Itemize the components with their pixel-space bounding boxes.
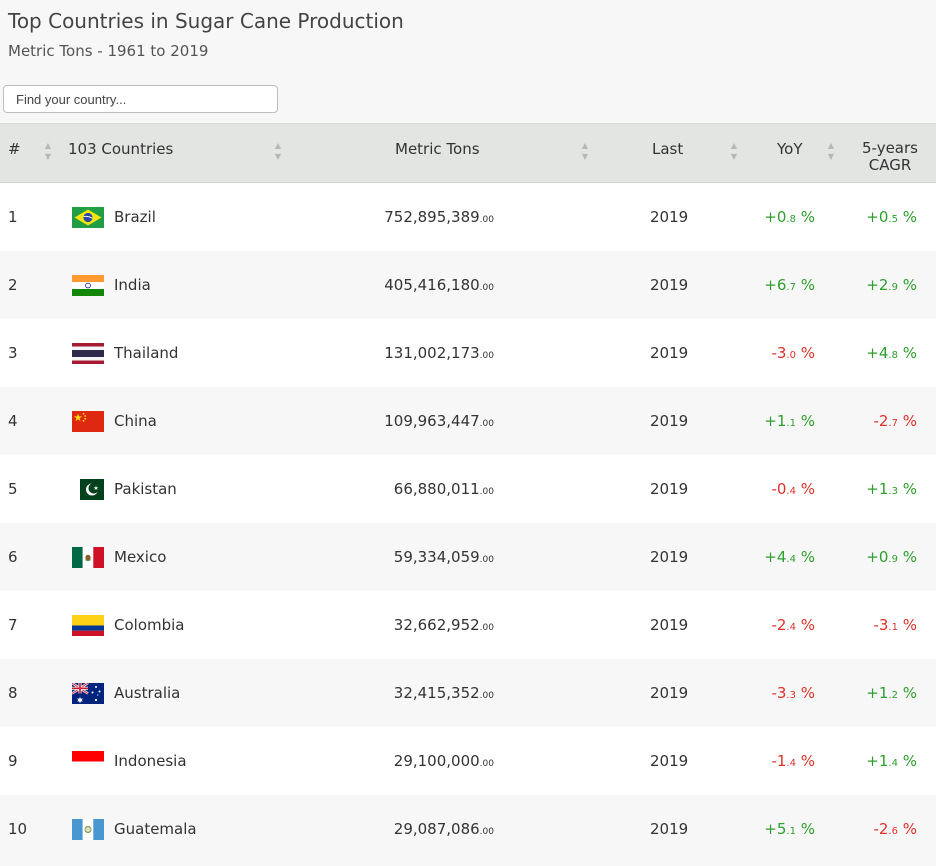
page-title: Top Countries in Sugar Cane Production xyxy=(8,9,404,33)
metric-tons-cell: 131,002,173.00 xyxy=(384,344,494,362)
rank-cell: 1 xyxy=(8,208,18,226)
last-year-cell: 2019 xyxy=(650,480,689,498)
table-row[interactable]: 1 Brazil 752,895,389.00 2019 +0.8 % +0.5… xyxy=(0,183,936,251)
yoy-cell: +1.1 % xyxy=(764,412,815,430)
table-body: 1 Brazil 752,895,389.00 2019 +0.8 % +0.5… xyxy=(0,183,936,863)
country-name[interactable]: Indonesia xyxy=(114,752,187,770)
country-name[interactable]: Thailand xyxy=(114,344,179,362)
countries-table: # ▲ ▼ 103 Countries ▲ ▼ Metric Tons ▲ ▼ Las… xyxy=(0,123,936,863)
column-header-metric-tons[interactable]: Metric Tons xyxy=(395,140,480,158)
country-name[interactable]: Pakistan xyxy=(114,480,177,498)
country-name[interactable]: India xyxy=(114,276,151,294)
last-year-cell: 2019 xyxy=(650,412,689,430)
table-row[interactable]: 7 Colombia 32,662,952.00 2019 -2.4 % -3.… xyxy=(0,591,936,659)
table-row[interactable]: 9 Indonesia 29,100,000.00 2019 -1.4 % +1… xyxy=(0,727,936,795)
cagr-cell: +1.2 % xyxy=(866,684,917,702)
last-year-cell: 2019 xyxy=(650,276,689,294)
rank-cell: 4 xyxy=(8,412,18,430)
column-header-cagr-line2: CAGR xyxy=(868,156,912,174)
rank-cell: 6 xyxy=(8,548,18,566)
table-row[interactable]: 2 India 405,416,180.00 2019 +6.7 % +2.9 … xyxy=(0,251,936,319)
page-subtitle: Metric Tons - 1961 to 2019 xyxy=(8,42,209,60)
country-name[interactable]: Guatemala xyxy=(114,820,197,838)
metric-tons-cell: 66,880,011.00 xyxy=(393,480,494,498)
yoy-cell: -2.4 % xyxy=(771,616,815,634)
flag-guatemala-icon xyxy=(72,819,104,840)
yoy-cell: -1.4 % xyxy=(771,752,815,770)
cagr-cell: +0.5 % xyxy=(866,208,917,226)
last-year-cell: 2019 xyxy=(650,548,689,566)
cagr-cell: +0.9 % xyxy=(866,548,917,566)
cagr-cell: +2.9 % xyxy=(866,276,917,294)
yoy-cell: +5.1 % xyxy=(764,820,815,838)
table-row[interactable]: 10 Guatemala 29,087,086.00 2019 +5.1 % -… xyxy=(0,795,936,863)
search-input[interactable] xyxy=(3,85,278,113)
country-name[interactable]: Brazil xyxy=(114,208,156,226)
country-name[interactable]: Australia xyxy=(114,684,181,702)
yoy-cell: -3.3 % xyxy=(771,684,815,702)
table-row[interactable]: 5 Pakistan 66,880,011.00 2019 -0.4 % +1.… xyxy=(0,455,936,523)
last-year-cell: 2019 xyxy=(650,208,689,226)
yoy-cell: -0.4 % xyxy=(771,480,815,498)
last-year-cell: 2019 xyxy=(650,616,689,634)
sort-icon[interactable]: ▲ ▼ xyxy=(581,141,589,161)
column-header-cagr[interactable]: 5-years CAGR xyxy=(862,140,918,174)
table-header: # ▲ ▼ 103 Countries ▲ ▼ Metric Tons ▲ ▼ Las… xyxy=(0,123,936,183)
sort-icon[interactable]: ▲ ▼ xyxy=(827,141,835,161)
rank-cell: 7 xyxy=(8,616,18,634)
column-header-country[interactable]: 103 Countries xyxy=(68,140,174,158)
metric-tons-cell: 32,662,952.00 xyxy=(393,616,494,634)
metric-tons-cell: 109,963,447.00 xyxy=(384,412,494,430)
sort-icon[interactable]: ▲ ▼ xyxy=(44,141,52,161)
table-row[interactable]: 3 Thailand 131,002,173.00 2019 -3.0 % +4… xyxy=(0,319,936,387)
rank-cell: 10 xyxy=(8,820,28,838)
last-year-cell: 2019 xyxy=(650,820,689,838)
country-name[interactable]: China xyxy=(114,412,157,430)
flag-india-icon xyxy=(72,275,104,296)
flag-mexico-icon xyxy=(72,547,104,568)
cagr-cell: -3.1 % xyxy=(873,616,917,634)
metric-tons-cell: 405,416,180.00 xyxy=(384,276,494,294)
rank-cell: 3 xyxy=(8,344,18,362)
yoy-cell: -3.0 % xyxy=(771,344,815,362)
country-name[interactable]: Mexico xyxy=(114,548,167,566)
flag-china-icon xyxy=(72,411,104,432)
yoy-cell: +6.7 % xyxy=(764,276,815,294)
last-year-cell: 2019 xyxy=(650,684,689,702)
flag-brazil-icon xyxy=(72,207,104,228)
cagr-cell: -2.6 % xyxy=(873,820,917,838)
metric-tons-cell: 32,415,352.00 xyxy=(393,684,494,702)
yoy-cell: +0.8 % xyxy=(764,208,815,226)
flag-indonesia-icon xyxy=(72,751,104,772)
rank-cell: 9 xyxy=(8,752,18,770)
cagr-cell: +1.4 % xyxy=(866,752,917,770)
table-row[interactable]: 4 China 109,963,447.00 2019 +1.1 % -2.7 … xyxy=(0,387,936,455)
cagr-cell: -2.7 % xyxy=(873,412,917,430)
sort-icon[interactable]: ▲ ▼ xyxy=(730,141,738,161)
flag-colombia-icon xyxy=(72,615,104,636)
column-header-rank[interactable]: # xyxy=(8,140,21,158)
flag-pakistan-icon xyxy=(72,479,104,500)
cagr-cell: +4.8 % xyxy=(866,344,917,362)
last-year-cell: 2019 xyxy=(650,344,689,362)
column-header-yoy[interactable]: YoY xyxy=(777,140,803,158)
metric-tons-cell: 752,895,389.00 xyxy=(384,208,494,226)
last-year-cell: 2019 xyxy=(650,752,689,770)
column-header-cagr-line1: 5-years xyxy=(862,139,918,157)
sort-icon[interactable]: ▲ ▼ xyxy=(274,141,282,161)
flag-australia-icon xyxy=(72,683,104,704)
cagr-cell: +1.3 % xyxy=(866,480,917,498)
column-header-last[interactable]: Last xyxy=(652,140,684,158)
metric-tons-cell: 59,334,059.00 xyxy=(393,548,494,566)
metric-tons-cell: 29,100,000.00 xyxy=(393,752,494,770)
rank-cell: 8 xyxy=(8,684,18,702)
rank-cell: 5 xyxy=(8,480,18,498)
yoy-cell: +4.4 % xyxy=(764,548,815,566)
table-row[interactable]: 8 Australia 32,415,352.00 2019 -3.3 % +1… xyxy=(0,659,936,727)
metric-tons-cell: 29,087,086.00 xyxy=(393,820,494,838)
flag-thailand-icon xyxy=(72,343,104,364)
rank-cell: 2 xyxy=(8,276,18,294)
country-name[interactable]: Colombia xyxy=(114,616,185,634)
table-row[interactable]: 6 Mexico 59,334,059.00 2019 +4.4 % +0.9 … xyxy=(0,523,936,591)
